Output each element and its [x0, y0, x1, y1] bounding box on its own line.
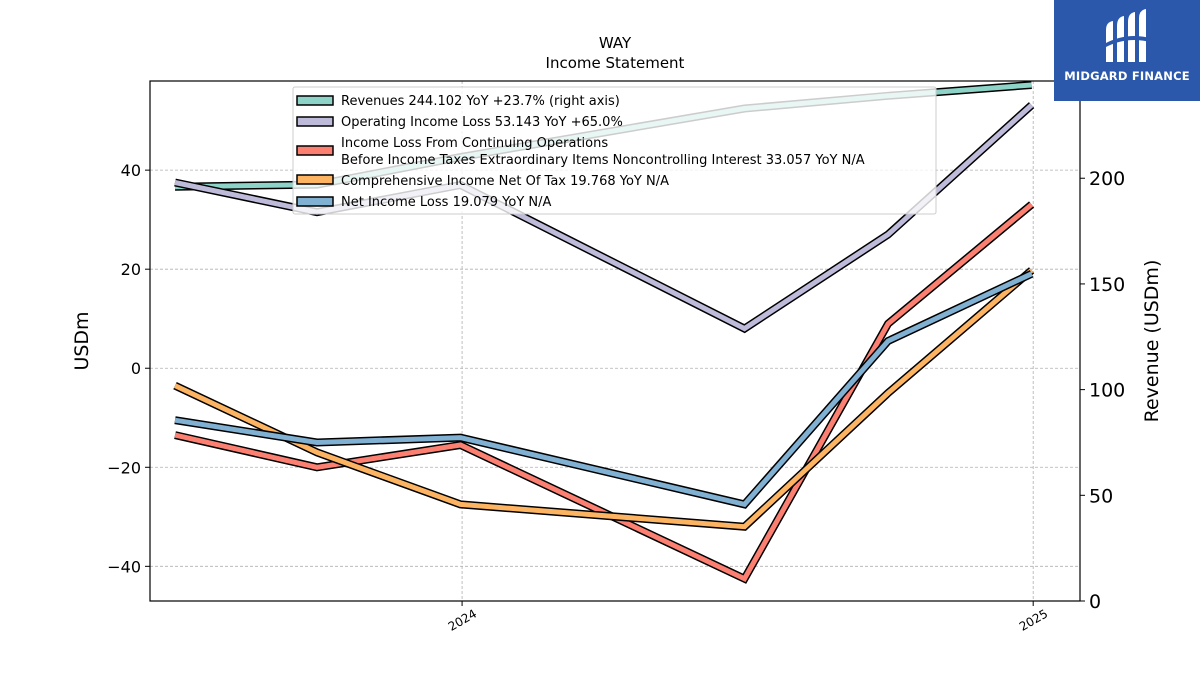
y-tick-label: 40 [121, 161, 141, 180]
y-tick-label: 0 [131, 359, 141, 378]
series-4 [174, 270, 1034, 509]
plot-frame [149, 80, 1081, 602]
y-axis-right-label: Revenue (USDm) [1141, 260, 1163, 423]
legend-label: Comprehensive Income Net Of Tax 19.768 Y… [341, 174, 669, 189]
y-axis-label: USDm [71, 311, 93, 370]
legend-swatch [296, 196, 334, 207]
legend-label: Income Loss From Continuing Operations [341, 136, 608, 151]
brand-logo: MIDGARD FINANCE [1054, 0, 1200, 101]
y-tick-label: −40 [107, 557, 141, 576]
midgard-logo-icon [1104, 9, 1150, 62]
legend-label: Revenues 244.102 YoY +23.7% (right axis) [341, 94, 620, 109]
chart-subtitle: Income Statement [546, 54, 685, 72]
legend-label: Operating Income Loss 53.143 YoY +65.0% [341, 115, 623, 130]
y-right-tick-label: 0 [1089, 591, 1101, 613]
brand-name: MIDGARD FINANCE [1064, 69, 1190, 83]
legend: Revenues 244.102 YoY +23.7% (right axis)… [292, 86, 937, 215]
y-tick-label: 20 [121, 260, 141, 279]
legend-swatch [296, 95, 334, 106]
x-tick-label: 2024 [446, 606, 479, 633]
legend-swatch [296, 145, 334, 156]
legend-label: Before Income Taxes Extraordinary Items … [341, 153, 865, 168]
legend-swatch [296, 116, 334, 127]
series-line [174, 271, 1033, 508]
x-tick-label: 2025 [1017, 606, 1050, 633]
y-right-tick-label: 100 [1089, 380, 1125, 402]
y-right-tick-label: 50 [1089, 485, 1113, 507]
y-tick-label: −20 [107, 458, 141, 477]
chart-title: WAY [599, 34, 632, 52]
legend-box [292, 86, 937, 215]
legend-swatch [296, 174, 334, 185]
legend-label: Net Income Loss 19.079 YoY N/A [341, 195, 552, 210]
y-right-tick-label: 200 [1089, 168, 1125, 190]
axes: −40 −20 0 20 40 0 50 100 150 200 2024 2025 [107, 161, 1125, 634]
y-right-tick-label: 150 [1089, 274, 1125, 296]
